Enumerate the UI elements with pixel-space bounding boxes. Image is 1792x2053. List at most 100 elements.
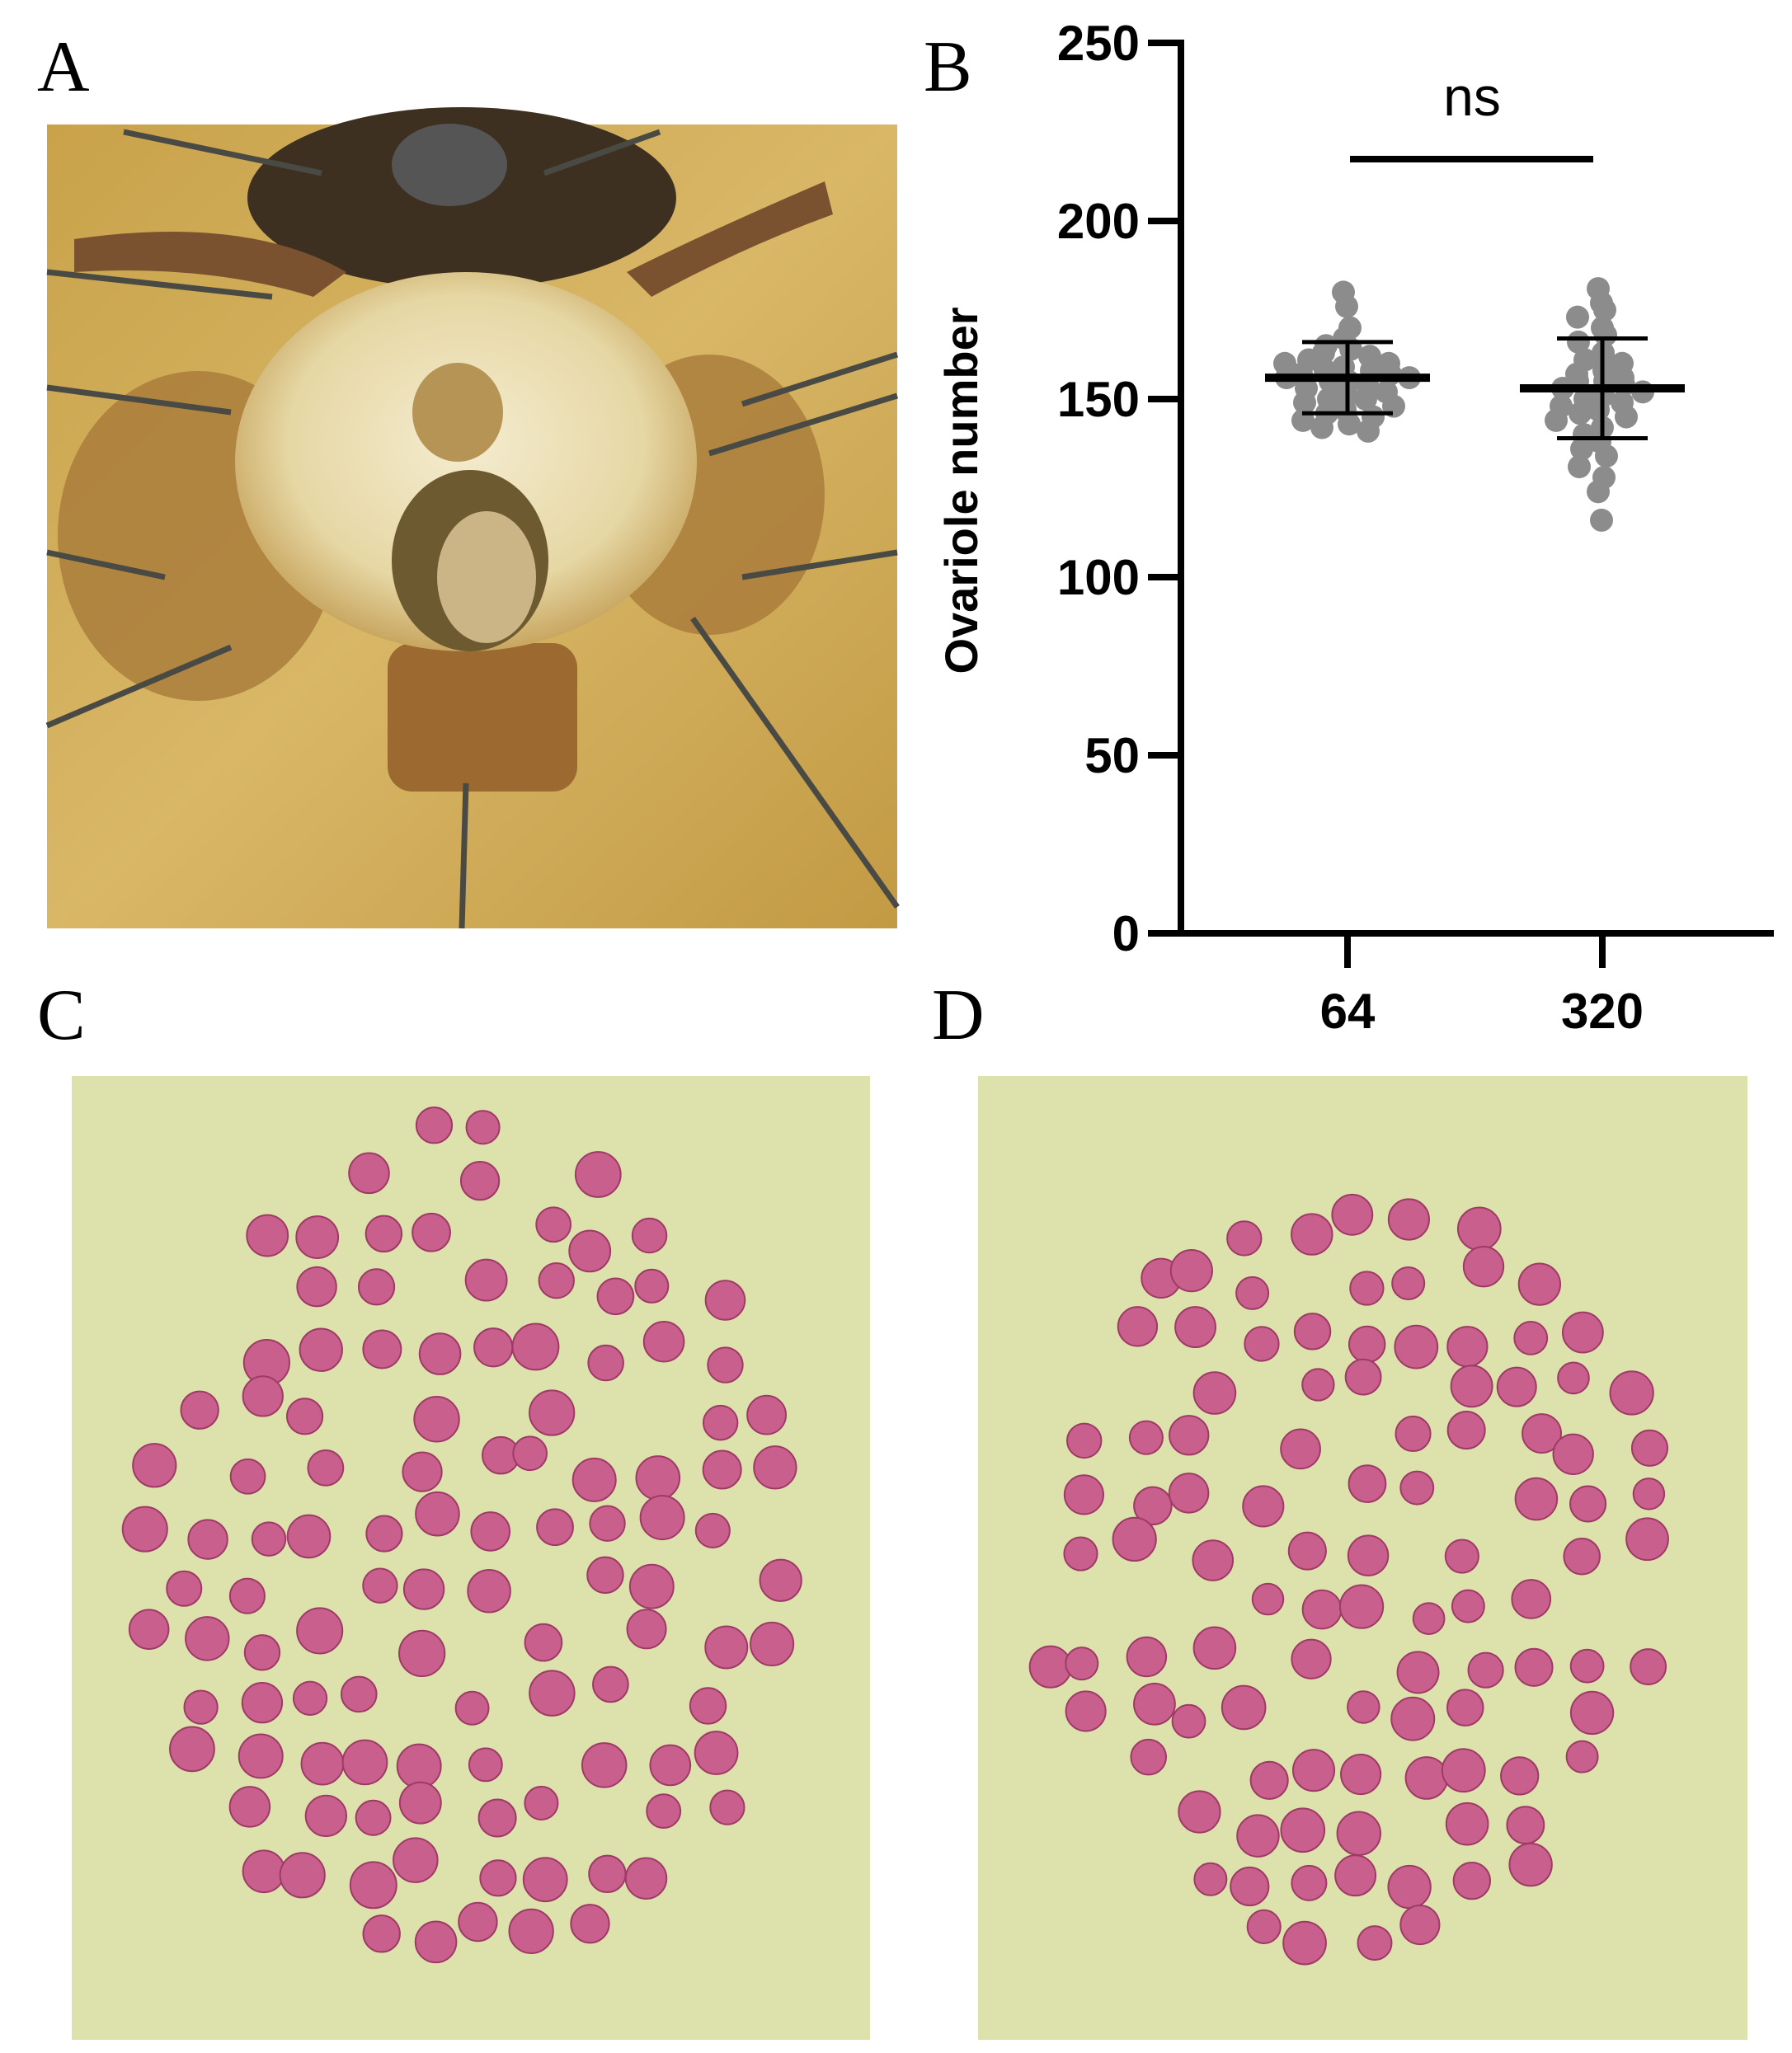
ovariole-section (398, 1781, 442, 1825)
ovariole-section (365, 1214, 403, 1253)
x-tick-label: 64 (1320, 984, 1376, 1039)
ovariole-section (1235, 1275, 1270, 1310)
ovariole-section (574, 1151, 622, 1198)
ovariole-section (1244, 1326, 1280, 1362)
data-point (1338, 412, 1361, 436)
ovariole-section (1452, 1861, 1491, 1900)
ovariole-section (1514, 1477, 1559, 1521)
ovariole-section (292, 1680, 328, 1716)
ovariole-section (1287, 1531, 1327, 1571)
ovariole-section (304, 1794, 347, 1838)
ovariole-section (415, 1106, 454, 1144)
ovariole-section (362, 1914, 401, 1953)
ovariole-section (279, 1852, 326, 1899)
ovariole-section (355, 1799, 392, 1836)
ovariole-section (1063, 1536, 1098, 1571)
ovariole-section (1557, 1361, 1590, 1395)
ovariole-section (1117, 1306, 1159, 1347)
ovariole-section (1396, 1651, 1440, 1694)
ovariole-section (1246, 1909, 1282, 1944)
ovariole-section (1514, 1647, 1554, 1687)
ovariole-section (299, 1327, 343, 1372)
ovariole-section (242, 1849, 286, 1894)
ovariole-section (1569, 1648, 1605, 1684)
ovariole-section (1412, 1602, 1446, 1635)
ovariole-section (132, 1443, 177, 1488)
ovariole-section (365, 1515, 403, 1553)
ovariole-section (1348, 1464, 1387, 1503)
ovariole-section (1169, 1249, 1213, 1293)
ovariole-section (1126, 1636, 1168, 1678)
ovariole-section (1130, 1738, 1167, 1776)
ovariole-section (1291, 1864, 1328, 1901)
ovariole-section (464, 1258, 508, 1302)
ovariole-section (414, 1920, 458, 1964)
ovariole-section (592, 1665, 629, 1703)
ovariole-section (1347, 1690, 1380, 1724)
ovariole-section (348, 1152, 390, 1195)
ovariole-section (1451, 1589, 1485, 1623)
ovariole-section (238, 1733, 284, 1779)
ovariole-section (1387, 1198, 1430, 1241)
data-point (1566, 305, 1589, 329)
ovariole-section (1230, 1866, 1270, 1907)
ovariole-section (1394, 1324, 1439, 1369)
ovariole-section (128, 1609, 170, 1650)
ovariole-section (587, 1344, 624, 1382)
ovariole-section (300, 1741, 345, 1786)
ovariole-section (340, 1675, 378, 1713)
ovariole-section (242, 1375, 284, 1417)
ovariole-section (1467, 1651, 1504, 1689)
ovariole-section (1506, 1806, 1545, 1845)
data-point (1335, 294, 1358, 318)
ovariole-section (1563, 1537, 1601, 1576)
ovariole-section (538, 1262, 575, 1299)
ovariole-section (185, 1616, 230, 1661)
ovariole-section (1609, 1370, 1654, 1416)
ovariole-section (588, 1854, 627, 1894)
ovariole-section (1630, 1429, 1668, 1467)
ovariole-section (589, 1505, 626, 1542)
data-point (1568, 455, 1591, 479)
data-point (1615, 405, 1638, 429)
ovariole-section (251, 1521, 287, 1557)
ovariole-section (341, 1739, 388, 1786)
ovariole-section (1178, 1790, 1221, 1834)
ovariole-section (704, 1280, 746, 1321)
ovariole-section (1293, 1313, 1332, 1351)
y-tick-label: 200 (1057, 194, 1140, 249)
ovariole-section (246, 1214, 289, 1257)
ovariole-section (759, 1558, 802, 1602)
histology-sections (1028, 1193, 1669, 1966)
ovariole-section (1334, 1854, 1377, 1897)
ovariole-section (524, 1623, 563, 1662)
ovariole-section (508, 1908, 554, 1955)
ovariole-section (1282, 1920, 1327, 1966)
ovariole-section (1348, 1325, 1386, 1364)
ovariole-section (1456, 1206, 1502, 1252)
ovariole-section (1128, 1420, 1164, 1455)
ovariole-section (586, 1556, 624, 1595)
ovariole-section (412, 1212, 451, 1252)
ovariole-section (465, 1110, 501, 1145)
photo-histology (72, 1076, 870, 2040)
panel-label: B (924, 27, 972, 107)
ovariole-section (1168, 1473, 1210, 1514)
ovariole-section (1513, 1320, 1549, 1355)
data-point (1354, 388, 1377, 411)
ovariole-section (634, 1268, 670, 1304)
ovariole-section (753, 1445, 797, 1490)
ovariole-section (1404, 1756, 1449, 1800)
ovariole-section (415, 1491, 460, 1537)
ovariole-section (628, 1563, 675, 1609)
ovariole-section (477, 1798, 517, 1838)
ovariole-section (1171, 1703, 1206, 1739)
ovariole-section (349, 1861, 397, 1910)
ovariole-section (1242, 1485, 1285, 1528)
ovariole-section (183, 1689, 219, 1725)
ovariole-section (1444, 1539, 1479, 1574)
data-point (1569, 402, 1592, 425)
ovariole-section (307, 1449, 345, 1487)
ovariole-section (467, 1568, 511, 1614)
ovariole-section (529, 1670, 576, 1717)
